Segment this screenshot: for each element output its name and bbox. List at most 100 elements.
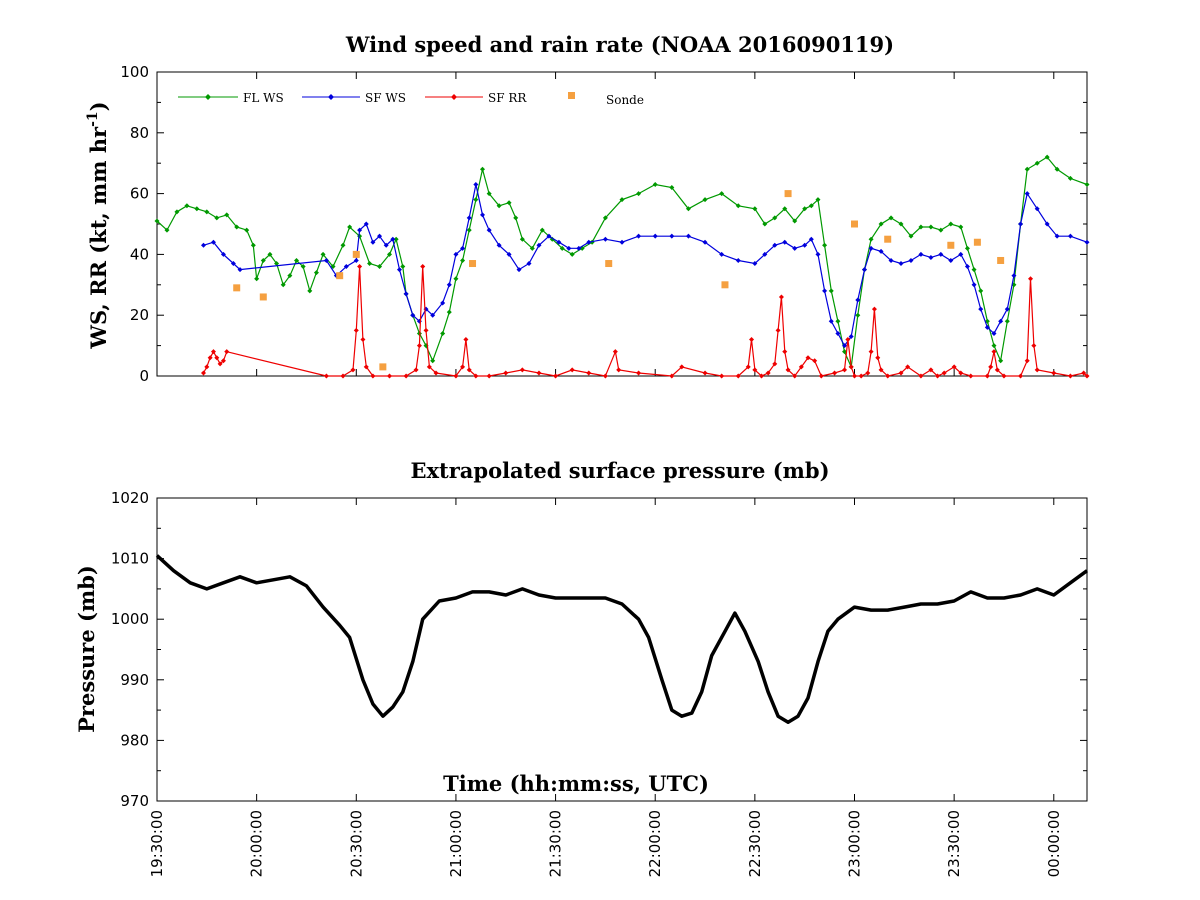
fl-ws-point bbox=[254, 276, 260, 282]
wind-ytick-label: 40 bbox=[130, 245, 149, 263]
sf-rr-point bbox=[968, 373, 974, 379]
sf-ws-point bbox=[685, 233, 691, 239]
pressure-ytick-label: 1010 bbox=[111, 550, 149, 568]
fl-ws-point bbox=[250, 242, 256, 248]
pressure-series-line bbox=[155, 554, 1089, 724]
fl-ws-point bbox=[486, 191, 492, 197]
sf-rr-point bbox=[782, 349, 788, 355]
sf-ws-point bbox=[526, 261, 532, 267]
time-tick-label: 00:00:00 bbox=[1045, 810, 1063, 877]
sf-rr-point bbox=[994, 367, 1000, 373]
sonde-point bbox=[469, 260, 477, 268]
sf-rr-point bbox=[569, 367, 575, 373]
sf-rr-point bbox=[486, 373, 492, 379]
sf-ws-point bbox=[480, 212, 485, 218]
sonde-point bbox=[851, 220, 858, 228]
sf-rr-point bbox=[702, 370, 708, 376]
sf-rr-point bbox=[323, 373, 329, 379]
fl-ws-point bbox=[460, 257, 466, 263]
sf-ws-point bbox=[446, 282, 452, 288]
sf-ws-point bbox=[1067, 233, 1073, 239]
sf-rr-point bbox=[775, 327, 781, 333]
sf-ws-point bbox=[602, 236, 608, 242]
pressure-ytick-label: 980 bbox=[120, 731, 149, 749]
fl-ws-point bbox=[991, 343, 997, 349]
sonde-point bbox=[605, 260, 613, 268]
sonde-point bbox=[997, 256, 1005, 264]
sf-rr-point bbox=[951, 364, 957, 370]
sf-rr-point bbox=[842, 367, 848, 373]
fl-ws-point bbox=[214, 215, 220, 221]
fl-ws-point bbox=[669, 185, 675, 191]
sf-rr-point bbox=[1034, 367, 1040, 373]
wind-chart-title: Wind speed and rain rate (NOAA 201609011… bbox=[345, 32, 894, 57]
sf-ws-point bbox=[702, 239, 708, 245]
fl-ws-point bbox=[898, 221, 904, 227]
sf-ws-point bbox=[1084, 239, 1090, 245]
fl-ws-point bbox=[194, 206, 200, 212]
sf-ws-point bbox=[928, 254, 934, 260]
time-tick-label: 21:30:00 bbox=[547, 810, 565, 877]
legend-sonde-marker bbox=[568, 92, 575, 99]
wind-ytick-label: 60 bbox=[130, 185, 149, 203]
sf-ws-point bbox=[556, 239, 562, 245]
fl-ws-point bbox=[1044, 154, 1050, 160]
sf-ws-point bbox=[978, 306, 984, 312]
pressure-series-layer bbox=[155, 554, 1089, 724]
sf-rr-point bbox=[918, 373, 924, 379]
fl-ws-point bbox=[636, 191, 642, 197]
sf-rr-point bbox=[503, 370, 509, 376]
pressure-ytick-label: 1000 bbox=[111, 610, 149, 628]
sf-ws-point bbox=[815, 251, 821, 257]
sf-ws-point bbox=[984, 324, 990, 330]
fl-ws-point bbox=[453, 276, 459, 282]
fl-ws-point bbox=[513, 215, 519, 221]
pressure-x-axis: 19:30:00 20:00:00 20:30:00 21:00:00 21:30:00… bbox=[148, 498, 1063, 877]
fl-ws-point bbox=[320, 251, 326, 257]
fl-ws-point bbox=[400, 264, 406, 270]
sf-ws-point bbox=[822, 288, 828, 294]
sf-ws-point bbox=[576, 245, 582, 251]
sf-rr-point bbox=[426, 364, 432, 370]
sf-rr-point bbox=[735, 373, 741, 379]
fl-ws-point bbox=[539, 227, 545, 233]
sf-rr-point bbox=[935, 373, 941, 379]
fl-ws-point bbox=[300, 264, 306, 270]
fl-ws-point bbox=[506, 200, 512, 206]
fl-ws-point bbox=[294, 257, 299, 263]
sonde-point bbox=[336, 272, 344, 280]
sf-rr-point bbox=[1018, 373, 1024, 379]
fl-ws-point bbox=[938, 227, 944, 233]
sf-ws-point bbox=[964, 264, 970, 270]
sf-ws-point bbox=[536, 242, 542, 248]
time-tick-label: 21:00:00 bbox=[447, 810, 465, 877]
sf-rr-point bbox=[984, 373, 990, 379]
fl-ws-point bbox=[792, 218, 798, 224]
sonde-point bbox=[973, 238, 981, 246]
fl-ws-point bbox=[393, 236, 399, 242]
sf-ws-series-line bbox=[203, 184, 1088, 347]
fl-ws-point bbox=[772, 215, 778, 221]
time-tick-label: 20:00:00 bbox=[248, 810, 266, 877]
wind-ytick-label: 100 bbox=[120, 63, 149, 81]
fl-ws-point bbox=[752, 206, 758, 212]
sf-ws-point bbox=[237, 267, 243, 273]
fl-ws-point bbox=[808, 203, 814, 209]
sf-ws-point bbox=[357, 227, 363, 233]
sf-ws-point bbox=[762, 251, 768, 257]
sf-rr-point bbox=[466, 367, 472, 373]
sf-ws-point bbox=[898, 261, 904, 267]
fl-ws-point bbox=[340, 242, 346, 248]
sf-ws-point bbox=[669, 233, 675, 239]
legend-fl-ws-marker bbox=[205, 94, 211, 100]
sf-ws-point bbox=[343, 264, 349, 270]
sf-ws-point bbox=[1011, 273, 1017, 279]
sf-rr-point bbox=[852, 373, 857, 379]
sf-ws-point bbox=[948, 257, 954, 263]
sf-ws-point bbox=[363, 221, 369, 227]
sf-ws-point bbox=[842, 343, 848, 349]
sf-ws-point bbox=[1044, 221, 1050, 227]
sf-ws-point bbox=[460, 245, 466, 251]
fl-ws-point bbox=[274, 261, 280, 267]
fl-ws-point bbox=[978, 288, 984, 294]
